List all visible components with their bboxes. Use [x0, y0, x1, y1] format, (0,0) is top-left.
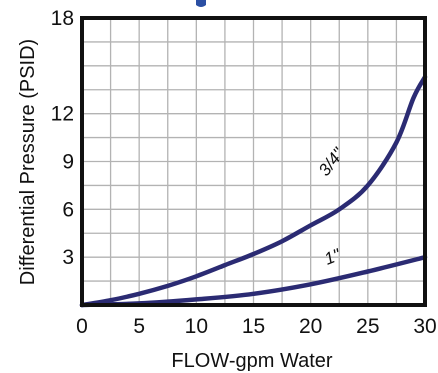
series-label: 3/4" — [315, 144, 349, 180]
grid — [82, 18, 425, 305]
plot-frame — [80, 16, 427, 307]
x-tick-label: 20 — [299, 315, 322, 338]
x-tick-labels: 0 5 10 15 20 25 30 — [76, 315, 437, 338]
y-tick-label: 18 — [51, 7, 74, 30]
y-tick-label: 12 — [51, 103, 74, 126]
x-tick-label: 15 — [242, 315, 265, 338]
y-axis-title: Differential Pressure (PSID) — [17, 39, 39, 285]
x-tick-label: 25 — [356, 315, 379, 338]
x-tick-label: 10 — [185, 315, 208, 338]
x-tick-label: 5 — [133, 315, 145, 338]
clipped-heading-fragment — [196, 0, 206, 7]
y-tick-label: 3 — [62, 246, 74, 269]
x-tick-label: 30 — [413, 315, 436, 338]
series-label: 1" — [322, 245, 344, 269]
x-tick-label: 0 — [76, 315, 88, 338]
x-axis-title: FLOW-gpm Water — [171, 350, 332, 372]
y-tick-label: 9 — [62, 151, 74, 174]
y-tick-label: 6 — [62, 198, 74, 221]
y-tick-labels: 3 6 9 12 18 — [51, 7, 74, 269]
series-line-three-quarter-inch — [79, 74, 428, 308]
